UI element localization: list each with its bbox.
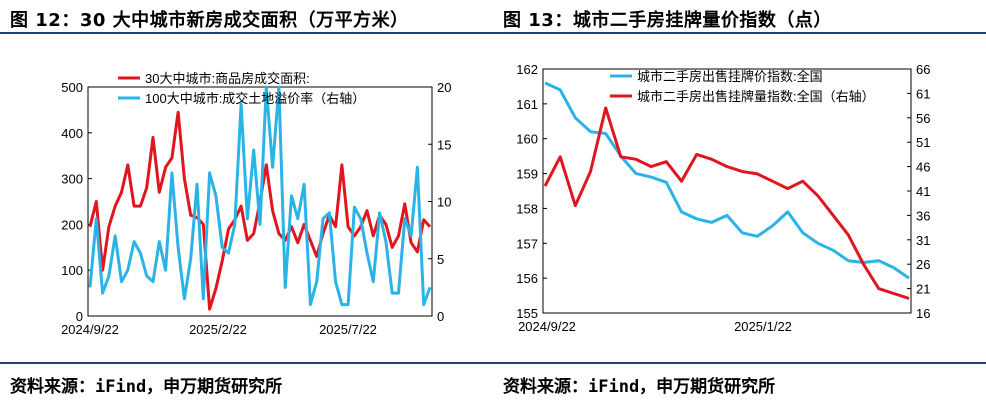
right-legend-label-2: 城市二手房出售挂牌量指数:全国（右轴） xyxy=(637,89,875,104)
right-bottom-rule xyxy=(493,362,986,364)
left-bottom-rule xyxy=(0,362,493,364)
right-plot-frame xyxy=(542,68,912,314)
right-series-line-2 xyxy=(543,106,910,300)
right-right-tick-label: 46 xyxy=(916,160,930,175)
right-left-tick-label: 155 xyxy=(516,306,538,321)
right-right-tick-label: 66 xyxy=(916,62,930,77)
right-right-tick-label: 41 xyxy=(916,184,930,199)
right-right-tick-label: 16 xyxy=(916,306,930,321)
left-x-tick-label: 2024/9/22 xyxy=(61,322,119,337)
right-right-tick-label: 21 xyxy=(916,282,930,297)
left-legend-label-2: 100大中城市:成交土地溢价率（右轴） xyxy=(145,91,365,106)
left-figure-panel: 图 12：30 大中城市新房成交面积（万平方米） 0 100 200 300 400 50… xyxy=(0,10,493,397)
left-series-line-2 xyxy=(88,85,432,307)
left-right-tick-label: 0 xyxy=(437,309,444,324)
right-left-tick-label: 161 xyxy=(516,97,538,112)
right-right-tick-label: 56 xyxy=(916,111,930,126)
left-x-tick-label: 2025/2/22 xyxy=(189,322,247,337)
right-right-tick-label: 36 xyxy=(916,208,930,223)
right-figure-title: 图 13：城市二手房挂牌量价指数（点） xyxy=(503,10,832,31)
left-right-tick-label: 15 xyxy=(437,137,451,152)
right-x-tick-label: 2025/1/22 xyxy=(734,319,792,334)
right-chart: 155 156 157 158 159 160 161 162 16 21 26 31 36 41 46 51… xyxy=(516,62,930,334)
right-left-tick-label: 157 xyxy=(516,236,538,251)
right-top-rule xyxy=(493,32,986,34)
left-legend-label-1: 30大中城市:商品房成交面积: xyxy=(145,71,310,86)
right-right-tick-label: 31 xyxy=(916,233,930,248)
right-series-line-1 xyxy=(544,81,910,280)
left-right-tick-label: 10 xyxy=(437,195,451,210)
left-figure-title: 图 12：30 大中城市新房成交面积（万平方米） xyxy=(10,10,409,31)
left-left-tick-label: 200 xyxy=(61,217,83,232)
left-left-tick-label: 300 xyxy=(61,172,83,187)
right-right-tick-label: 26 xyxy=(916,257,930,272)
right-left-tick-label: 156 xyxy=(516,271,538,286)
left-left-tick-label: 500 xyxy=(61,80,83,95)
left-top-rule xyxy=(0,32,493,34)
left-left-tick-label: 400 xyxy=(61,126,83,141)
right-right-tick-label: 61 xyxy=(916,86,930,101)
left-x-tick-label: 2025/7/22 xyxy=(319,322,377,337)
right-legend-label-1: 城市二手房出售挂牌价指数:全国 xyxy=(637,69,823,84)
left-chart: 0 100 200 300 400 500 0 5 10 15 20 2024/9/22 2025/2/… xyxy=(61,71,451,337)
right-left-tick-label: 162 xyxy=(516,62,538,77)
left-right-tick-label: 20 xyxy=(437,80,451,95)
right-figure-panel: 图 13：城市二手房挂牌量价指数（点） 155 156 157 158 159 160 16… xyxy=(493,0,986,405)
right-source-note: 资料来源：iFind，申万期货研究所 xyxy=(503,377,776,397)
left-source-note: 资料来源：iFind，申万期货研究所 xyxy=(10,377,283,397)
right-left-tick-label: 158 xyxy=(516,201,538,216)
left-left-tick-label: 0 xyxy=(76,309,83,324)
left-right-tick-label: 5 xyxy=(437,252,444,267)
right-x-tick-label: 2024/9/22 xyxy=(518,319,576,334)
left-left-tick-label: 100 xyxy=(61,263,83,278)
right-left-tick-label: 159 xyxy=(516,167,538,182)
right-right-tick-label: 51 xyxy=(916,135,930,150)
right-left-tick-label: 160 xyxy=(516,132,538,147)
